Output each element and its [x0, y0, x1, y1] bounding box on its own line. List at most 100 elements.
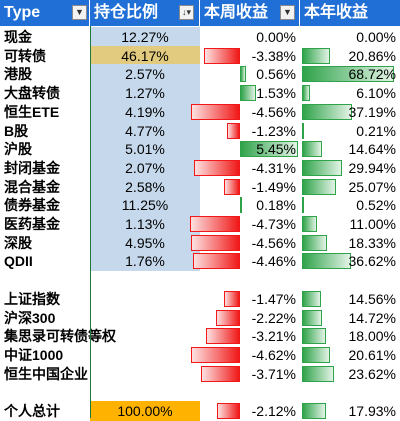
- year-bar: [302, 141, 322, 158]
- row-type: 大盘转债: [4, 85, 60, 102]
- row-position: 2.58%: [90, 176, 200, 197]
- row-year-return: 18.00%: [348, 328, 396, 345]
- row-year-return: 14.64%: [348, 141, 396, 158]
- row-type: [0, 382, 90, 402]
- sort-descending-icon[interactable]: ↓▾: [179, 5, 194, 20]
- table-row[interactable]: [0, 270, 400, 290]
- row-type: B股: [4, 122, 29, 139]
- row-week-return: -1.47%: [251, 290, 296, 307]
- row-week-return: 5.45%: [256, 141, 296, 158]
- table-row[interactable]: 沪深300 -2.22% 14.72%: [0, 308, 400, 328]
- row-year-return: 6.10%: [356, 85, 396, 102]
- row-week-return: -4.46%: [251, 253, 296, 270]
- row-type: 封闭基金: [4, 159, 60, 176]
- row-type: 个人总计: [4, 403, 60, 419]
- table-row[interactable]: 现金 12.27% 0.00% 0.00%: [0, 27, 400, 47]
- table-row[interactable]: 中证1000 -4.62% 20.61%: [0, 345, 400, 365]
- row-week-return: -3.71%: [251, 365, 296, 382]
- table-row[interactable]: 大盘转债 1.27% 1.53% 6.10%: [0, 83, 400, 104]
- week-bar: [204, 47, 240, 64]
- table-row[interactable]: 集思录可转债等权 -3.21% 18.00%: [0, 326, 400, 346]
- header-week-label: 本周收益: [204, 4, 269, 21]
- row-year-return: 20.86%: [348, 47, 396, 64]
- row-week-return: -3.21%: [251, 328, 296, 345]
- week-bar: [226, 122, 240, 139]
- row-week-return: -2.22%: [251, 309, 296, 326]
- row-year-return: 18.33%: [348, 234, 396, 251]
- header-week[interactable]: 本周收益 ▼: [200, 0, 300, 26]
- year-bar: [302, 66, 394, 83]
- row-year-return: 68.72%: [348, 66, 396, 83]
- row-position: 46.17%: [90, 45, 200, 66]
- row-position: 5.01%: [90, 139, 200, 160]
- row-position: 1.13%: [90, 214, 200, 234]
- table-row[interactable]: 债券基金 11.25% 0.18% 0.52%: [0, 195, 400, 216]
- week-bar: [205, 328, 240, 345]
- year-bar: [302, 328, 327, 345]
- row-type: 沪深300: [4, 309, 56, 326]
- row-position: 11.25%: [90, 195, 200, 216]
- table-row[interactable]: 港股 2.57% 0.56% 68.72%: [0, 64, 400, 85]
- row-position: 2.57%: [90, 64, 200, 85]
- year-bar: [302, 290, 322, 307]
- row-week-return: 0.18%: [256, 197, 296, 214]
- row-type: 债券基金: [4, 197, 60, 214]
- table-row[interactable]: 个人总计 100.00% -2.12% 17.93%: [0, 401, 400, 421]
- table-row[interactable]: [0, 382, 400, 402]
- row-position: 1.76%: [90, 251, 200, 272]
- year-bar: [302, 309, 322, 326]
- table-row[interactable]: 沪股 5.01% 5.45% 14.64%: [0, 139, 400, 160]
- table-row[interactable]: 混合基金 2.58% -1.49% 25.07%: [0, 176, 400, 197]
- row-week-return: -4.31%: [251, 159, 296, 176]
- table-row[interactable]: 上证指数 -1.47% 14.56%: [0, 289, 400, 309]
- row-type: 医药基金: [4, 216, 60, 232]
- row-type: 港股: [4, 66, 32, 83]
- year-bar: [302, 197, 304, 214]
- filter-dropdown-icon[interactable]: ▼: [72, 5, 87, 20]
- table-row[interactable]: 恒生中国企业 -3.71% 23.62%: [0, 364, 400, 384]
- row-year-return: 0.52%: [356, 197, 396, 214]
- year-bar: [302, 159, 343, 176]
- row-year-return: 36.62%: [348, 253, 396, 270]
- header-position-label: 持仓比例: [94, 4, 159, 21]
- row-position: [90, 289, 200, 309]
- row-type: 恒生ETE: [4, 103, 60, 120]
- row-week-return: 0.56%: [256, 66, 296, 83]
- header-type[interactable]: Type ▼: [0, 0, 90, 26]
- row-year-return: 11.00%: [349, 216, 396, 232]
- header-year-label: 本年收益: [304, 4, 369, 21]
- row-week-return: 1.53%: [256, 85, 296, 102]
- year-bar: [302, 85, 311, 102]
- table-row[interactable]: 封闭基金 2.07% -4.31% 29.94%: [0, 157, 400, 178]
- header-year[interactable]: 本年收益: [300, 0, 400, 26]
- table-row[interactable]: 可转债 46.17% -3.38% 20.86%: [0, 45, 400, 66]
- table-row[interactable]: B股 4.77% -1.23% 0.21%: [0, 120, 400, 141]
- table-row[interactable]: QDII 1.76% -4.46% 36.62%: [0, 251, 400, 272]
- row-week-return: -2.12%: [251, 403, 296, 419]
- row-position: [90, 382, 200, 402]
- row-week-return: -4.56%: [251, 103, 296, 120]
- year-bar: [302, 253, 352, 270]
- row-position: 4.95%: [90, 232, 200, 253]
- year-bar: [302, 122, 304, 139]
- row-year-return: 0.00%: [356, 29, 396, 45]
- table-row[interactable]: 深股 4.95% -4.56% 18.33%: [0, 232, 400, 253]
- row-week-return: -4.56%: [251, 234, 296, 251]
- filter-dropdown-icon[interactable]: ▼: [280, 5, 295, 20]
- row-position: [90, 326, 200, 346]
- row-year-return: 37.19%: [348, 103, 396, 120]
- row-type: [0, 270, 90, 290]
- header-position[interactable]: 持仓比例 ↓▾: [90, 0, 200, 26]
- row-type: 恒生中国企业: [4, 365, 88, 382]
- row-position: 4.19%: [90, 101, 200, 122]
- table-row[interactable]: 恒生ETE 4.19% -4.56% 37.19%: [0, 101, 400, 122]
- row-type: 混合基金: [4, 178, 60, 195]
- row-position: 12.27%: [90, 27, 200, 47]
- table-row[interactable]: 医药基金 1.13% -4.73% 11.00%: [0, 214, 400, 234]
- week-bar: [200, 365, 240, 382]
- row-year-return: 29.94%: [348, 159, 396, 176]
- week-bar: [240, 197, 242, 214]
- row-week-return: 0.00%: [256, 29, 296, 45]
- week-bar: [191, 234, 240, 251]
